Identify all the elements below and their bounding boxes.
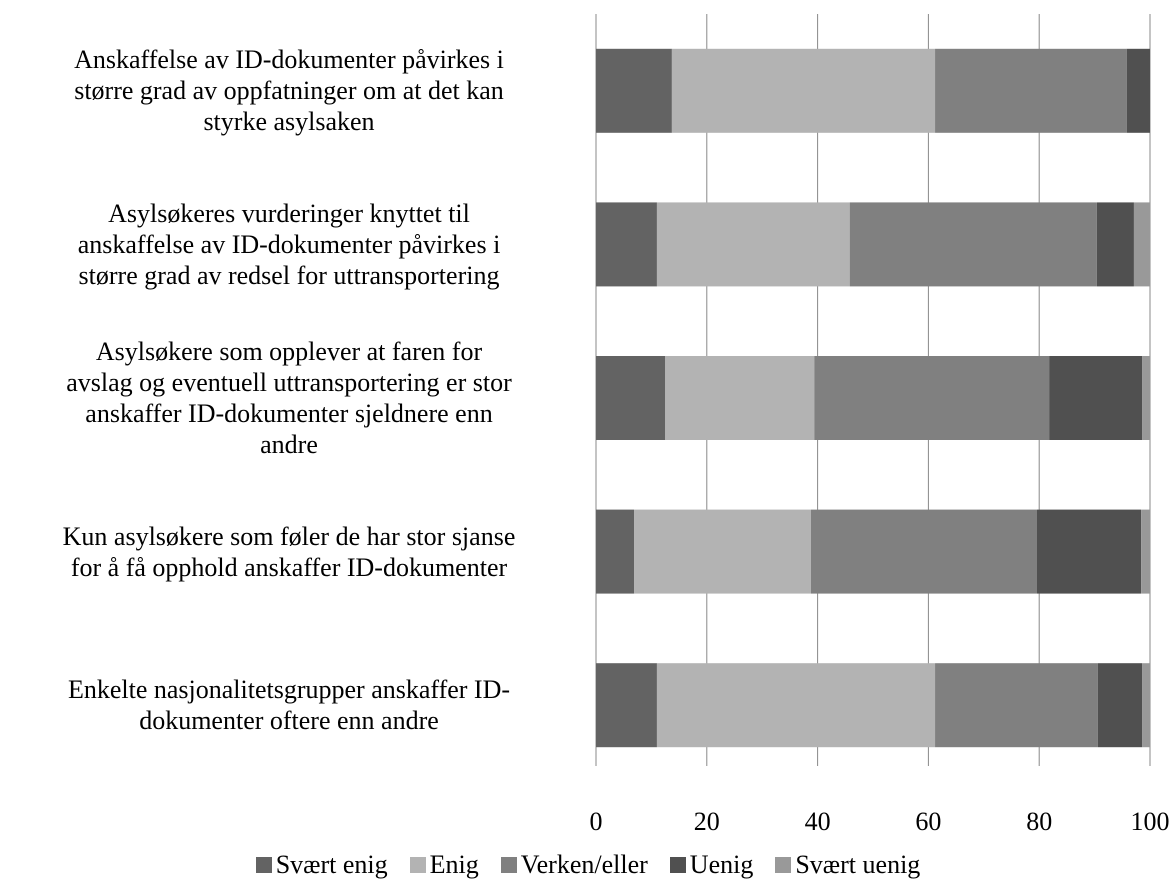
legend-item: Svært enig	[255, 850, 388, 880]
bar-segment	[656, 202, 850, 287]
bar-segment	[596, 202, 657, 287]
bar-segment	[849, 202, 1097, 287]
x-tick-label: 20	[694, 807, 720, 836]
legend-label: Svært enig	[275, 850, 388, 879]
bar-segment	[596, 663, 657, 748]
category-label: Asylsøkeres vurderinger knyttet til ansk…	[77, 198, 501, 290]
bar-segment	[1141, 509, 1150, 594]
legend-swatch	[669, 857, 686, 873]
legend-item: Verken/eller	[500, 850, 648, 880]
legend-item: Svært uenig	[775, 850, 920, 880]
legend-label: Enig	[429, 850, 479, 879]
bar-segment	[1097, 663, 1143, 748]
bar-segment	[935, 48, 1127, 133]
bar-segment	[665, 356, 815, 440]
bar-segment	[1142, 663, 1150, 748]
bar-segment	[596, 509, 635, 594]
x-tick-label: 100	[1131, 807, 1170, 836]
bar-segment	[1142, 356, 1150, 440]
bar-segment	[1036, 509, 1142, 594]
bar-segment	[634, 509, 811, 594]
bar-segment	[656, 663, 936, 748]
bar-segment	[810, 509, 1037, 594]
legend-label: Verken/eller	[520, 850, 648, 879]
category-label: Asylsøkere som opplever at faren for avs…	[66, 337, 512, 459]
legend: Svært enig Enig Verken/eller Uenig Svært uen…	[0, 850, 1176, 880]
x-tick-label: 40	[805, 807, 831, 836]
x-tick-label: 80	[1026, 807, 1052, 836]
category-label: Enkelte nasjonalitetsgrupper anskaffer I…	[67, 675, 511, 736]
legend-swatch	[409, 857, 426, 873]
legend-swatch	[775, 857, 792, 873]
bar-segment	[596, 356, 666, 440]
x-tick-label: 60	[915, 807, 941, 836]
legend-swatch	[500, 857, 517, 873]
category-label: Anskaffelse av ID-dokumenter påvirkes i …	[74, 45, 504, 137]
bar-segment	[935, 663, 1098, 748]
bar-segment	[814, 356, 1050, 440]
legend-swatch	[255, 857, 272, 873]
legend-item: Uenig	[669, 850, 754, 880]
bar-segment	[1126, 48, 1150, 133]
legend-item: Enig	[409, 850, 479, 880]
bar-segment	[596, 48, 672, 133]
category-label: Kun asylsøkere som føler de har stor sja…	[62, 521, 516, 582]
bar-segment	[671, 48, 936, 133]
legend-label: Svært uenig	[795, 850, 921, 879]
bar-segment	[1049, 356, 1143, 440]
legend-label: Uenig	[689, 850, 754, 879]
x-tick-label: 0	[590, 807, 603, 836]
bar-segment	[1133, 202, 1150, 287]
bar-segment	[1096, 202, 1134, 287]
